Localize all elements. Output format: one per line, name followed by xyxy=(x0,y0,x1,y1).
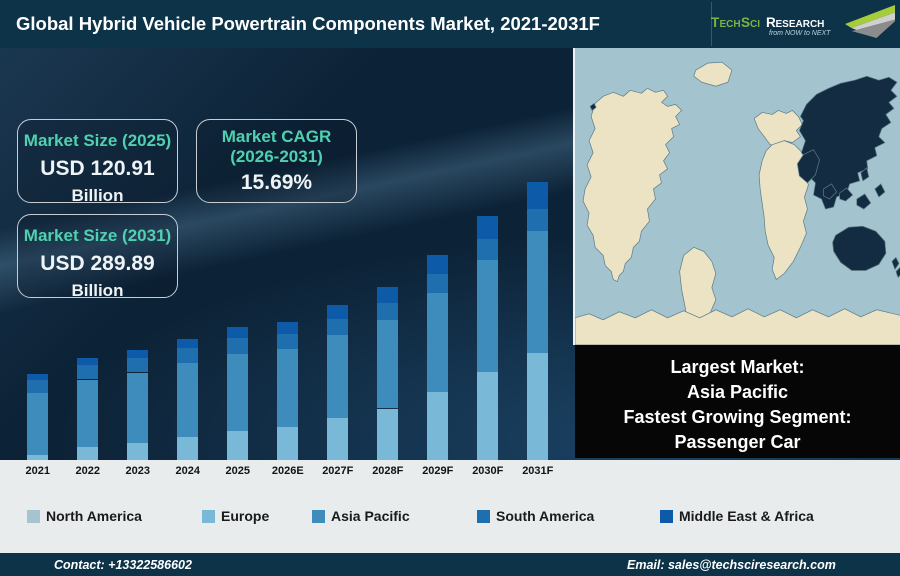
svg-text:CI: CI xyxy=(750,19,760,30)
svg-text:ESEARCH: ESEARCH xyxy=(776,19,825,30)
svg-text:ECH: ECH xyxy=(720,19,741,30)
svg-text:S: S xyxy=(741,15,750,30)
svg-text:T: T xyxy=(711,15,720,30)
svg-text:R: R xyxy=(766,15,776,30)
svg-text:from NOW to NEXT: from NOW to NEXT xyxy=(769,30,831,37)
